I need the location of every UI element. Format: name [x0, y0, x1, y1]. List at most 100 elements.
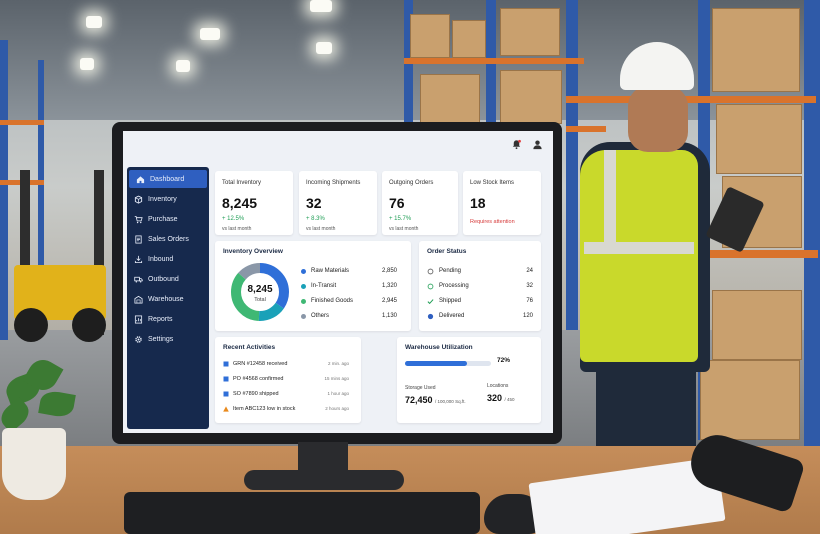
document-icon [223, 361, 229, 367]
tablet [705, 186, 765, 253]
ceiling-light [316, 42, 332, 54]
section-title: Order Status [427, 248, 467, 255]
kpi-value: 8,245 [222, 195, 258, 211]
order-status-label: Processing [439, 283, 469, 289]
legend-dot [301, 298, 306, 304]
utilization-progress-fill [405, 361, 467, 366]
truck-icon [134, 275, 143, 284]
sidebar-item-label: Outbound [148, 275, 179, 283]
rack-post [404, 0, 413, 134]
rack-beam [404, 58, 584, 64]
document-icon [134, 234, 143, 244]
cardboard-box [500, 70, 562, 124]
activity-time: 15 mins ago [324, 376, 349, 381]
kpi-value: 18 [470, 195, 486, 211]
sidebar-item-settings[interactable]: Settings [127, 330, 209, 348]
warehouse-utilization-card: Warehouse Utilization 72% Storage Used 7… [397, 337, 541, 423]
order-status-card: Order Status Pending 24 Processing 32 Sh… [419, 241, 541, 331]
rack-beam [698, 250, 818, 258]
kpi-subtitle: vs last month [222, 226, 252, 232]
storage-used-label: Storage Used [405, 385, 436, 391]
order-status-row-pending[interactable]: Pending 24 [427, 265, 533, 277]
sidebar-item-purchase[interactable]: Purchase [127, 210, 209, 228]
activity-row[interactable]: GRN #12458 received 2 min. ago [223, 357, 349, 370]
legend-value: 2,850 [381, 268, 397, 274]
forklift-mast [94, 170, 104, 335]
sidebar-item-warehouse[interactable]: Warehouse [127, 290, 209, 308]
order-status-value: 32 [526, 283, 533, 289]
top-bar-icons [511, 137, 543, 155]
cardboard-box [700, 360, 800, 440]
gear-icon [134, 335, 143, 344]
order-status-row-shipped[interactable]: Shipped 76 [427, 295, 533, 307]
storage-used-number: 72,450 [405, 395, 433, 405]
cardboard-box [712, 8, 800, 92]
sidebar-item-label: Dashboard [150, 175, 185, 183]
activity-text: Item ABC123 low in stock [233, 405, 296, 412]
sidebar-item-inbound[interactable]: Inbound [127, 250, 209, 268]
kpi-value: 32 [306, 195, 322, 211]
pending-circle-icon [427, 268, 434, 275]
legend-value: 1,130 [381, 313, 397, 319]
hard-hat [620, 42, 694, 90]
monitor-base [244, 470, 404, 490]
bell-icon[interactable] [511, 137, 522, 155]
plant-pot [2, 428, 66, 500]
home-icon [136, 175, 145, 184]
rack-post [566, 0, 578, 330]
kpi-title: Outgoing Orders [389, 180, 434, 186]
legend-value: 2,945 [381, 298, 397, 304]
sidebar-item-inventory[interactable]: Inventory [127, 190, 209, 208]
document-icon [223, 391, 229, 397]
inventory-overview-card: Inventory Overview 8,245 Total Raw Mater… [215, 241, 411, 331]
user-icon[interactable] [532, 137, 543, 155]
sidebar-item-label: Inbound [148, 255, 174, 263]
activity-row[interactable]: SO #7890 shipped 1 hour ago [223, 387, 349, 400]
rack-post [486, 0, 496, 134]
order-status-label: Pending [439, 268, 462, 274]
sidebar-item-outbound[interactable]: Outbound [127, 270, 209, 288]
kpi-card-incoming-shipments[interactable]: Incoming Shipments 32 + 8.3% vs last mon… [299, 171, 377, 235]
storage-used-value: 72,450 / 100,000 Sq.ft. [405, 395, 466, 405]
legend-row-raw-materials: Raw Materials 2,850 [301, 265, 397, 277]
rack-beam [566, 96, 816, 103]
kpi-card-total-inventory[interactable]: Total Inventory 8,245 + 12.5% vs last mo… [215, 171, 293, 235]
activity-text: GRN #12458 received [233, 360, 288, 367]
activity-text: PO #4568 confirmed [233, 375, 284, 382]
order-status-row-processing[interactable]: Processing 32 [427, 280, 533, 292]
section-title: Recent Activities [223, 344, 276, 351]
order-status-row-delivered[interactable]: Delivered 120 [427, 310, 533, 322]
checkmark-icon [427, 298, 434, 305]
activity-time: 2 hours ago [325, 406, 349, 411]
donut-slice-raw-materials [231, 263, 289, 321]
kpi-card-outgoing-orders[interactable]: Outgoing Orders 76 + 15.7% vs last month [382, 171, 458, 235]
legend-label: Raw Materials [311, 268, 350, 274]
legend-row-in-transit: In-Transit 1,320 [301, 280, 397, 292]
inventory-donut-chart: 8,245 Total [231, 263, 289, 321]
legend-value: 1,320 [381, 283, 397, 289]
vest-stripe [584, 242, 694, 254]
donut-total-label: Total [254, 297, 266, 303]
locations-label: Locations [487, 383, 509, 389]
activity-row[interactable]: Item ABC123 low in stock 2 hours ago [223, 402, 349, 415]
kpi-delta: + 12.5% [222, 216, 245, 222]
kpi-subtitle: vs last month [389, 226, 419, 232]
rack-beam [0, 120, 44, 125]
sidebar-item-reports[interactable]: Reports [127, 310, 209, 328]
rack-post [804, 0, 820, 470]
locations-number: 320 [487, 393, 503, 403]
sidebar-item-dashboard[interactable]: Dashboard [129, 170, 207, 188]
section-title: Warehouse Utilization [405, 344, 473, 351]
sidebar-item-label: Purchase [148, 215, 178, 223]
sidebar-item-label: Warehouse [148, 295, 184, 303]
warning-icon [223, 405, 229, 412]
box-icon [134, 195, 143, 204]
order-status-value: 76 [526, 298, 533, 304]
activity-row[interactable]: PO #4568 confirmed 15 mins ago [223, 372, 349, 385]
legend-label: Others [311, 313, 330, 319]
kpi-title: Low Stock Items [470, 180, 515, 186]
kpi-card-low-stock[interactable]: Low Stock Items 18 Requires attention [463, 171, 541, 235]
sidebar-item-sales-orders[interactable]: Sales Orders [127, 230, 209, 248]
legend-label: In-Transit [311, 283, 337, 289]
recent-activities-card: Recent Activities GRN #12458 received 2 … [215, 337, 361, 423]
